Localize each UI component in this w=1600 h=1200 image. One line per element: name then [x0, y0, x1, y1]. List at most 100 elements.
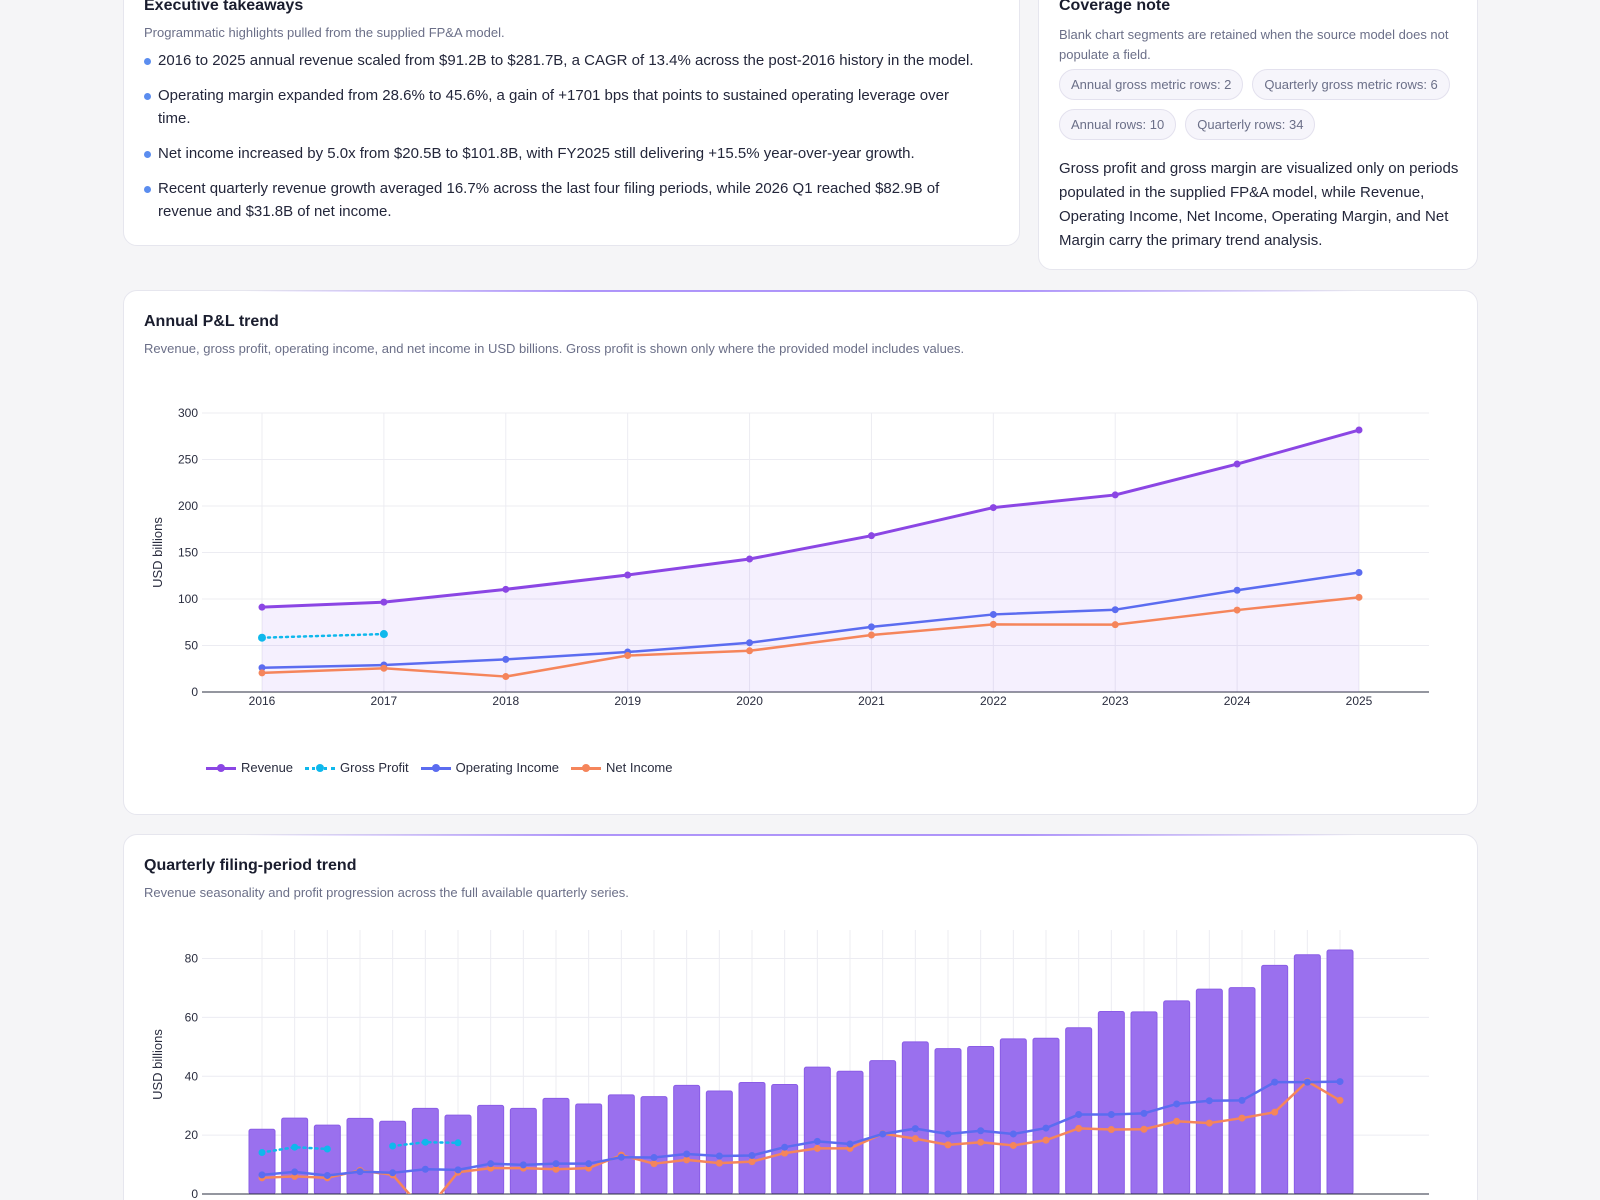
data-point-operating-income — [1107, 1111, 1115, 1119]
takeaway-item: Net income increased by 5.0x from $20.5B… — [144, 142, 984, 165]
takeaway-text: Net income increased by 5.0x from $20.5B… — [158, 145, 915, 162]
data-point-net-income — [1205, 1119, 1213, 1127]
data-point-operating-income — [454, 1166, 462, 1174]
legend-swatch-operating-income — [420, 763, 451, 773]
y-tick-label: 200 — [178, 499, 198, 513]
data-point-operating-income — [781, 1143, 789, 1151]
data-point-operating-income — [683, 1150, 691, 1158]
revenue-bar — [934, 1048, 962, 1195]
data-point-revenue — [746, 555, 754, 563]
takeaway-item: 2016 to 2025 annual revenue scaled from … — [144, 49, 984, 72]
x-tick-label: 2025 — [1346, 694, 1373, 708]
revenue-bar — [477, 1104, 505, 1195]
data-point-net-income — [650, 1160, 658, 1168]
y-tick-label: 50 — [185, 639, 199, 653]
legend-item-revenue[interactable]: Revenue — [206, 760, 293, 775]
data-point-operating-income — [502, 655, 510, 663]
y-tick-label: 60 — [185, 1010, 199, 1024]
exec-title: Executive takeaways — [144, 0, 304, 14]
data-point-net-income — [1075, 1124, 1083, 1132]
y-tick-label: 100 — [178, 592, 198, 606]
data-point-operating-income — [1303, 1078, 1311, 1086]
data-point-operating-income — [1173, 1100, 1181, 1108]
data-point-operating-income — [617, 1153, 625, 1161]
data-point-operating-income — [989, 610, 997, 618]
data-point-operating-income — [585, 1160, 593, 1168]
revenue-bar — [575, 1103, 603, 1195]
data-point-net-income — [989, 620, 997, 628]
data-point-net-income — [552, 1165, 560, 1173]
legend-item-operating-income[interactable]: Operating Income — [420, 760, 560, 775]
bullet-dot-icon — [144, 93, 151, 100]
revenue-bar — [607, 1094, 635, 1195]
y-axis-label: USD billions — [150, 1029, 165, 1100]
data-point-operating-income — [867, 623, 875, 631]
annual-pl-trend-card: Annual P&L trend Revenue, gross profit, … — [123, 290, 1478, 815]
bullet-dot-icon — [144, 186, 151, 193]
coverage-subtitle: Blank chart segments are retained when t… — [1059, 27, 1449, 62]
data-point-net-income — [258, 669, 266, 677]
data-point-net-income — [867, 631, 875, 639]
coverage-pill: Annual gross metric rows: 2 — [1059, 69, 1244, 100]
data-point-net-income — [977, 1138, 985, 1146]
revenue-bar — [1163, 1000, 1191, 1195]
data-point-gross-profit — [389, 1142, 397, 1150]
data-point-gross-profit — [454, 1139, 462, 1147]
x-tick-label: 2021 — [858, 694, 885, 708]
revenue-bar — [1130, 1011, 1158, 1195]
data-point-revenue — [502, 585, 510, 593]
coverage-pill: Quarterly gross metric rows: 6 — [1252, 69, 1450, 100]
coverage-title: Coverage note — [1059, 0, 1171, 14]
data-point-operating-income — [813, 1137, 821, 1145]
data-point-net-income — [624, 652, 632, 660]
bullet-dot-icon — [144, 58, 151, 65]
revenue-bar — [1032, 1037, 1060, 1195]
data-point-net-income — [1111, 621, 1119, 629]
data-point-operating-income — [421, 1165, 429, 1173]
series-line-revenue — [261, 428, 1360, 609]
data-point-operating-income — [487, 1160, 495, 1168]
annual-chart[interactable]: 0 50 100 150 200 250 300 2016 2017 2018 2019 2020 20… — [124, 291, 1479, 816]
takeaway-text: Operating margin expanded from 28.6% to … — [158, 87, 949, 127]
takeaway-text: 2016 to 2025 annual revenue scaled from … — [158, 52, 974, 69]
data-point-net-income — [502, 673, 510, 681]
data-point-net-income — [1042, 1136, 1050, 1144]
data-point-gross-profit — [291, 1143, 299, 1151]
series-line-net-income — [261, 1080, 1341, 1194]
data-point-operating-income — [389, 1169, 397, 1177]
quarterly-chart[interactable]: 0 20 40 60 80 USD billions — [124, 835, 1479, 1200]
data-point-operating-income — [1205, 1097, 1213, 1105]
data-point-gross-profit — [258, 1149, 266, 1157]
data-point-operating-income — [258, 664, 266, 672]
data-point-operating-income — [552, 1160, 560, 1168]
revenue-bar — [1228, 987, 1256, 1195]
data-point-operating-income — [258, 1171, 266, 1179]
coverage-pill: Annual rows: 10 — [1059, 109, 1177, 140]
data-point-operating-income — [323, 1171, 331, 1179]
legend-item-gross-profit[interactable]: Gross Profit — [305, 760, 409, 775]
y-tick-label: 0 — [191, 1187, 198, 1200]
legend-item-net-income[interactable]: Net Income — [571, 760, 673, 775]
revenue-bar — [771, 1084, 799, 1195]
y-tick-label: 40 — [185, 1069, 199, 1083]
series-line-operating-income — [261, 1080, 1341, 1177]
y-tick-label: 250 — [178, 453, 198, 467]
revenue-bar — [313, 1124, 341, 1195]
data-point-net-income — [1271, 1108, 1279, 1116]
data-point-revenue — [1355, 426, 1363, 434]
coverage-pill: Quarterly rows: 34 — [1185, 109, 1316, 140]
executive-takeaways-card: Executive takeaways Programmatic highlig… — [123, 0, 1020, 246]
legend-label: Operating Income — [455, 760, 560, 775]
data-point-revenue — [1111, 491, 1119, 499]
annual-chart-legend: Revenue Gross Profit Operating Income Ne… — [206, 760, 673, 775]
coverage-pills: Annual gross metric rows: 2 Quarterly gr… — [1059, 69, 1459, 140]
x-tick-label: 2024 — [1224, 694, 1251, 708]
data-point-revenue — [258, 603, 266, 611]
x-tick-label: 2018 — [492, 694, 519, 708]
series-line-operating-income — [261, 571, 1360, 669]
revenue-bar — [738, 1081, 766, 1195]
data-point-operating-income — [1238, 1096, 1246, 1104]
data-point-net-income — [1336, 1096, 1344, 1104]
data-point-operating-income — [1075, 1111, 1083, 1119]
data-point-operating-income — [1042, 1124, 1050, 1132]
